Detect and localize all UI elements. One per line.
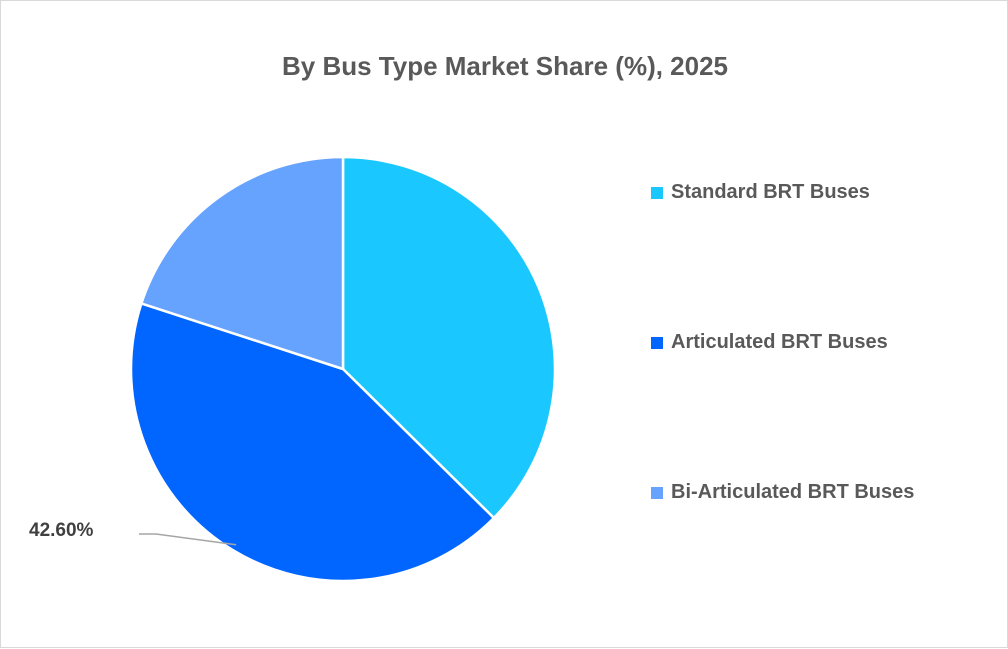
legend-label: Articulated BRT Buses xyxy=(671,331,888,353)
legend-label: Bi-Articulated BRT Buses xyxy=(671,481,915,503)
legend-item-bi-articulated-brt-buses[interactable]: Bi-Articulated BRT Buses xyxy=(651,481,914,504)
legend-item-standard-brt-buses[interactable]: Standard BRT Buses xyxy=(651,181,870,204)
chart-title: By Bus Type Market Share (%), 2025 xyxy=(281,51,729,81)
legend-item-articulated-brt-buses[interactable]: Articulated BRT Buses xyxy=(651,331,888,354)
pie-slice-standard-brt-buses[interactable] xyxy=(341,155,557,520)
legend-label: Standard BRT Buses xyxy=(671,181,870,203)
legend-swatch-bi-articulated xyxy=(651,486,663,499)
pie-slice-articulated-brt-buses[interactable] xyxy=(129,301,496,583)
data-label-articulated-brt-buses: 42.60% xyxy=(29,520,94,541)
pie-slice-bi-articulated-brt-buses[interactable] xyxy=(139,155,345,371)
legend-swatch-standard xyxy=(651,186,663,199)
legend-swatch-articulated xyxy=(651,336,663,349)
data-label-leader-line xyxy=(139,533,237,546)
